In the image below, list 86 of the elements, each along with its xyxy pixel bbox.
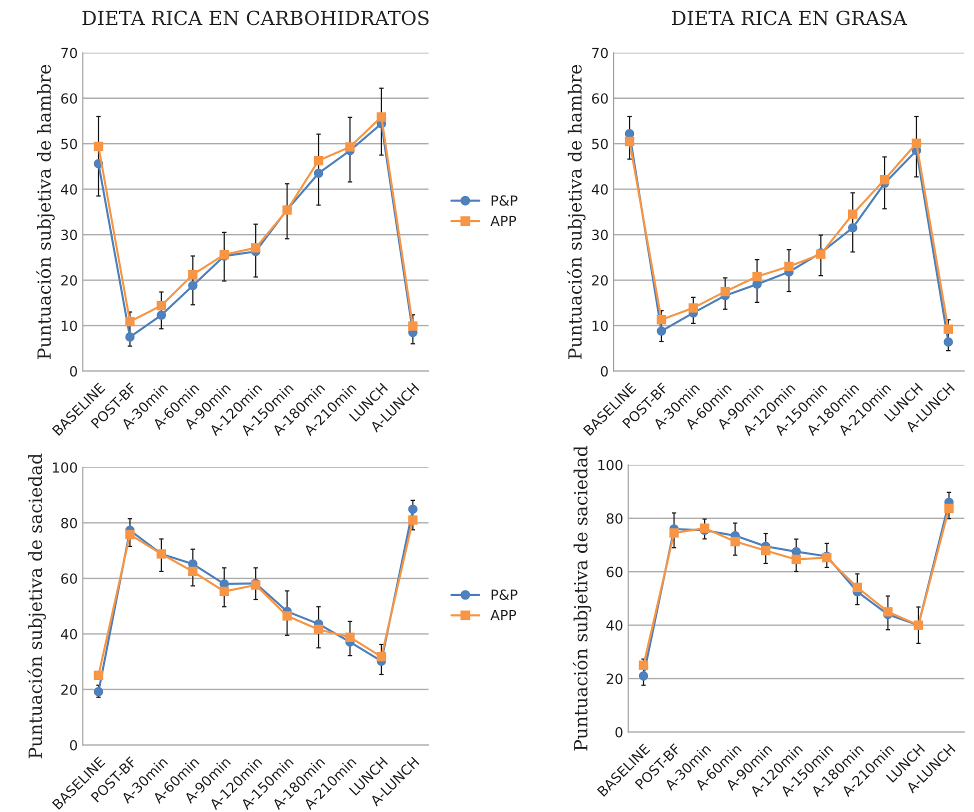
- y-tick-label: 0: [70, 740, 78, 750]
- point: [94, 142, 104, 152]
- y-tick-label: 50: [61, 138, 78, 150]
- point: [656, 326, 666, 336]
- point: [944, 324, 954, 334]
- point: [376, 112, 386, 122]
- point: [250, 243, 260, 253]
- point: [730, 536, 740, 546]
- y-tick-label: 0: [70, 366, 78, 377]
- y-tick-label: 100: [598, 460, 622, 470]
- y-tick-label: 20: [61, 275, 78, 286]
- point: [125, 316, 135, 326]
- y-tick-label: 40: [60, 184, 78, 195]
- y-tick-label: 60: [61, 93, 78, 104]
- y-tick-label: 60: [592, 93, 608, 104]
- point: [314, 624, 324, 634]
- point: [624, 136, 634, 146]
- point: [408, 321, 418, 331]
- chart-title: DIETA RICA EN GRASA: [672, 10, 908, 26]
- point: [125, 530, 135, 540]
- point: [156, 310, 166, 320]
- point: [94, 670, 104, 680]
- y-tick-label: 30: [592, 230, 608, 240]
- y-axis-title: Puntuación subjetiva de saciedad: [27, 454, 46, 758]
- y-tick-label: 10: [62, 320, 78, 332]
- legend-label: APP: [490, 610, 516, 620]
- point: [883, 607, 893, 616]
- point: [944, 504, 954, 514]
- point: [656, 315, 666, 324]
- point: [188, 270, 198, 280]
- point: [314, 168, 324, 178]
- point: [720, 286, 730, 296]
- point: [94, 687, 104, 696]
- y-tick-label: 70: [61, 48, 78, 58]
- y-tick-label: 60: [606, 566, 622, 578]
- point: [792, 554, 801, 564]
- point: [638, 660, 648, 670]
- point: [880, 174, 890, 184]
- point: [220, 586, 229, 596]
- legend-label: P&P: [492, 589, 518, 600]
- y-tick-label: 40: [592, 184, 608, 195]
- point: [188, 280, 198, 290]
- point: [408, 515, 418, 525]
- point: [624, 129, 634, 138]
- point: [345, 632, 355, 642]
- point: [314, 156, 324, 166]
- y-tick-label: 100: [52, 462, 78, 473]
- point: [125, 332, 135, 342]
- y-tick-label: 80: [606, 513, 622, 524]
- point: [752, 272, 762, 282]
- chart-title: DIETA RICA EN CARBOHIDRATOS: [82, 10, 429, 26]
- point: [848, 223, 858, 233]
- point: [852, 582, 862, 592]
- point: [669, 528, 679, 538]
- y-tick-label: 40: [60, 628, 78, 640]
- point: [784, 262, 794, 272]
- y-tick-label: 20: [592, 275, 608, 286]
- point: [752, 280, 762, 289]
- point: [944, 337, 954, 347]
- y-tick-label: 40: [606, 620, 622, 631]
- point: [688, 303, 698, 313]
- y-axis-title: Puntuación subjetiva de saciedad: [572, 446, 592, 751]
- y-tick-label: 0: [600, 366, 608, 377]
- point: [156, 300, 166, 310]
- point: [188, 566, 198, 576]
- y-tick-label: 10: [592, 320, 608, 332]
- y-tick-label: 50: [592, 138, 608, 150]
- y-axis-title: Puntuación subjetiva de hambre: [36, 64, 55, 359]
- legend-label: APP: [490, 216, 516, 226]
- point: [408, 504, 418, 514]
- y-tick-label: 0: [615, 726, 622, 738]
- point: [912, 138, 922, 148]
- point: [345, 142, 355, 152]
- legend-label: P&P: [492, 195, 518, 206]
- y-tick-label: 70: [592, 48, 608, 58]
- y-axis-title: Puntuación subjetiva de hambre: [567, 64, 586, 359]
- y-tick-label: 20: [606, 674, 622, 684]
- y-tick-label: 20: [61, 684, 78, 695]
- point: [761, 546, 770, 556]
- y-tick-label: 80: [61, 518, 78, 528]
- point: [282, 611, 292, 621]
- y-tick-label: 30: [61, 230, 78, 240]
- point: [376, 652, 386, 662]
- point: [848, 210, 858, 219]
- point: [638, 671, 648, 681]
- y-tick-label: 60: [61, 573, 78, 584]
